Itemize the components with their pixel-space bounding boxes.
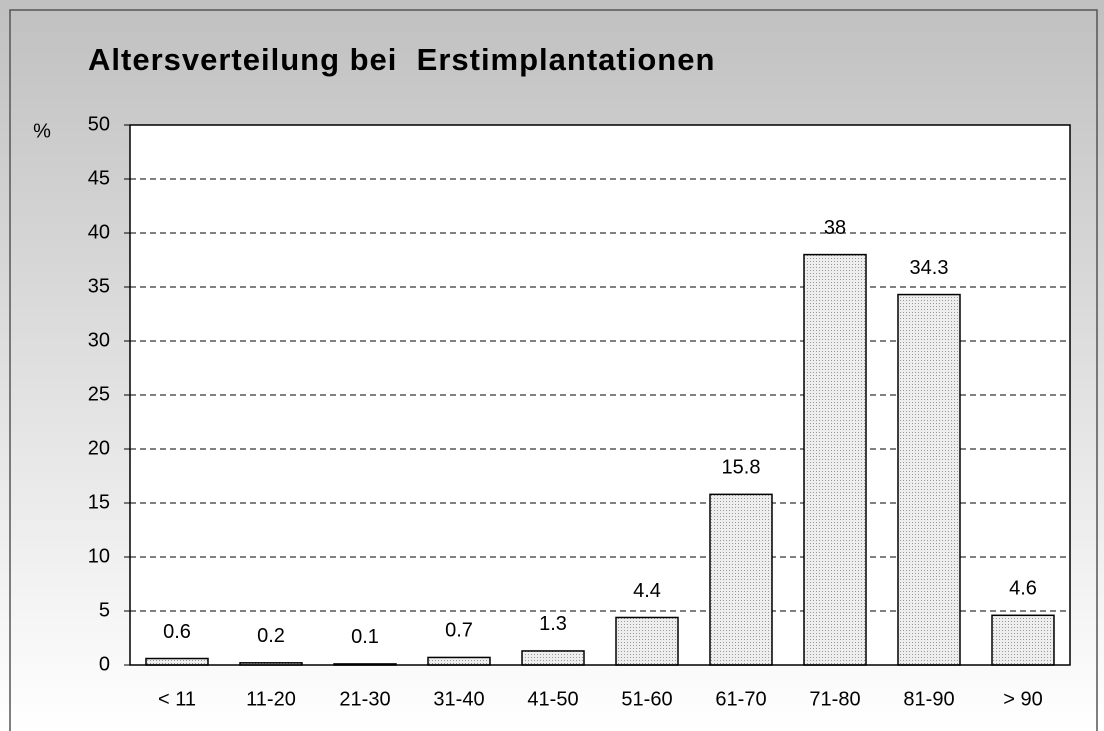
bar bbox=[991, 614, 1055, 666]
y-tick-label: 30 bbox=[88, 329, 110, 351]
x-tick-label: 61-70 bbox=[715, 688, 766, 710]
bar bbox=[803, 253, 867, 666]
bar bbox=[427, 656, 491, 666]
value-label: 4.4 bbox=[633, 580, 661, 602]
x-tick-label: < 11 bbox=[158, 688, 196, 710]
y-tick-label: 25 bbox=[88, 383, 110, 405]
y-tick-label: 40 bbox=[88, 221, 110, 243]
y-tick-label: 45 bbox=[88, 167, 110, 189]
y-tick-label: 5 bbox=[99, 599, 110, 621]
bar bbox=[709, 493, 773, 666]
y-tick-label: 35 bbox=[88, 275, 110, 297]
x-tick-label: 71-80 bbox=[809, 688, 860, 710]
x-tick-label: 81-90 bbox=[903, 688, 954, 710]
value-label: 0.2 bbox=[257, 625, 285, 647]
y-tick-label: 15 bbox=[88, 491, 110, 513]
x-tick-label: > 90 bbox=[1003, 688, 1042, 710]
y-tick-label: 0 bbox=[99, 653, 110, 675]
x-tick-label: 51-60 bbox=[621, 688, 672, 710]
y-tick-label: 20 bbox=[88, 437, 110, 459]
x-tick-label: 21-30 bbox=[339, 688, 390, 710]
value-label: 0.1 bbox=[351, 626, 379, 648]
bar bbox=[145, 657, 209, 666]
value-label: 0.7 bbox=[445, 620, 473, 642]
bar bbox=[521, 650, 585, 666]
chart-title: Altersverteilung bei Erstimplantationen bbox=[88, 42, 715, 77]
plot-border bbox=[129, 124, 1071, 666]
x-tick-label: 11-20 bbox=[246, 688, 296, 710]
y-tick-label: 10 bbox=[88, 545, 110, 567]
value-label: 38 bbox=[824, 217, 846, 239]
y-tick-label: 50 bbox=[88, 113, 110, 135]
x-tick-label: 41-50 bbox=[527, 688, 578, 710]
frame bbox=[9, 9, 1098, 731]
value-label: 15.8 bbox=[722, 457, 761, 479]
value-label: 1.3 bbox=[539, 613, 567, 635]
y-axis-label: % bbox=[33, 120, 51, 142]
x-tick-label: 31-40 bbox=[433, 688, 484, 710]
value-label: 0.6 bbox=[163, 621, 191, 643]
value-label: 4.6 bbox=[1009, 578, 1037, 600]
bar bbox=[615, 616, 679, 666]
bar bbox=[897, 293, 961, 666]
value-label: 34.3 bbox=[910, 257, 949, 279]
